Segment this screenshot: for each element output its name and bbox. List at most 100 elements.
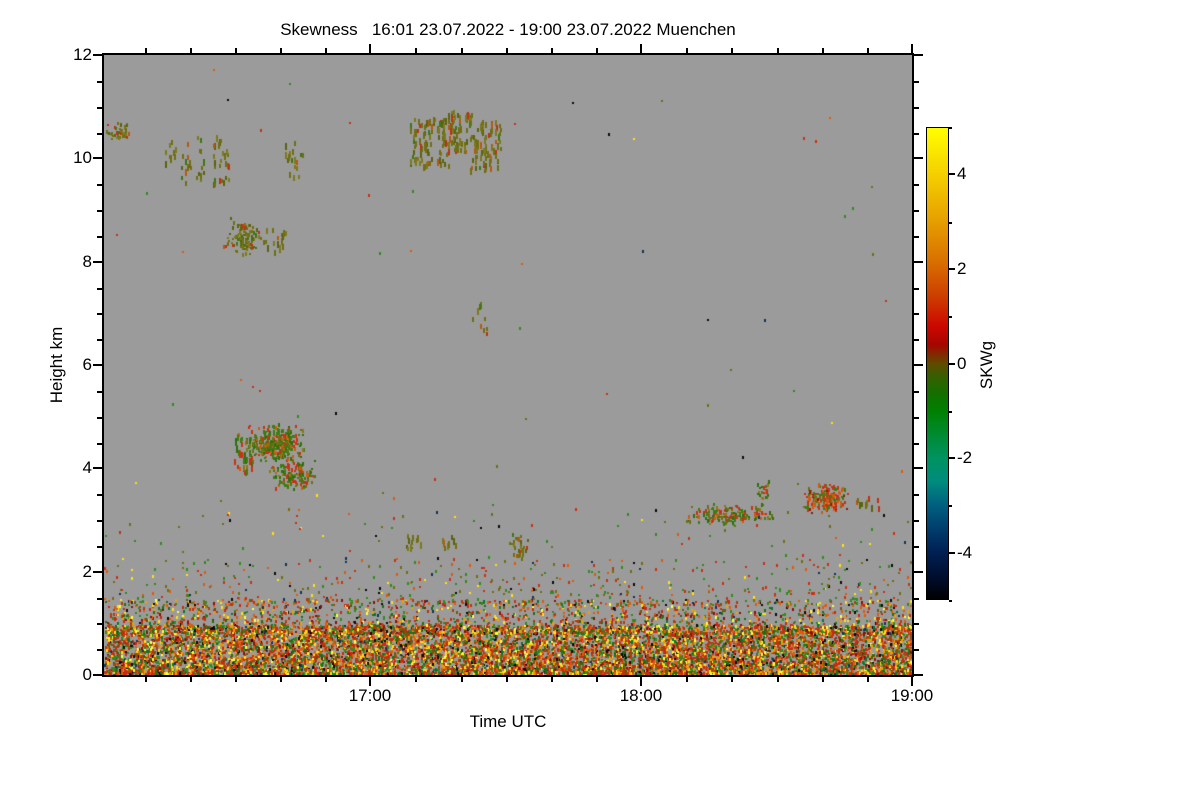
tick-mark [914, 520, 919, 522]
tick-mark [822, 48, 824, 53]
colorbar-title: SKWg [977, 340, 996, 390]
tick-mark [551, 677, 553, 682]
tick-mark [235, 677, 237, 682]
tick-mark [914, 184, 919, 186]
y-tick-label: 6 [82, 355, 92, 374]
colorbar-tick-label: -2 [957, 448, 973, 467]
tick-mark [914, 157, 923, 159]
tick-mark [97, 649, 102, 651]
colorbar [926, 127, 949, 600]
tick-mark [914, 649, 919, 651]
tick-mark [190, 677, 192, 682]
tick-mark [93, 467, 102, 469]
tick-mark [97, 417, 102, 419]
y-tick-label: 4 [82, 458, 92, 477]
tick-mark [914, 623, 919, 625]
tick-mark [551, 48, 553, 53]
tick-mark [461, 677, 463, 682]
tick-mark [97, 210, 102, 212]
tick-mark [949, 363, 955, 365]
heatmap-canvas [104, 55, 912, 675]
tick-mark [914, 364, 923, 366]
tick-mark [949, 457, 955, 459]
tick-mark [914, 133, 919, 135]
tick-mark [914, 467, 923, 469]
tick-mark [949, 173, 955, 175]
tick-mark [415, 677, 417, 682]
x-tick-label: 18:00 [619, 686, 663, 705]
tick-mark [506, 48, 508, 53]
x-tick-label: 17:00 [348, 686, 392, 705]
tick-mark [97, 236, 102, 238]
tick-mark [911, 677, 913, 686]
tick-mark [914, 391, 919, 393]
tick-mark [93, 261, 102, 263]
tick-mark [93, 54, 102, 56]
tick-mark [949, 316, 952, 318]
tick-mark [914, 571, 923, 573]
tick-mark [911, 44, 913, 53]
tick-mark [949, 600, 952, 602]
colorbar-tick-label: 2 [957, 259, 967, 278]
tick-mark [97, 443, 102, 445]
colorbar-tick-label: 4 [957, 164, 967, 183]
tick-mark [949, 268, 955, 270]
tick-mark [190, 48, 192, 53]
tick-mark [867, 48, 869, 53]
tick-mark [369, 44, 371, 53]
tick-mark [777, 677, 779, 682]
y-tick-label: 12 [73, 45, 92, 64]
tick-mark [640, 44, 642, 53]
tick-mark [731, 48, 733, 53]
tick-mark [914, 417, 919, 419]
plot-title: Skewness 16:01 23.07.2022 - 19:00 23.07.… [280, 20, 736, 39]
tick-mark [97, 339, 102, 341]
tick-mark [914, 54, 923, 56]
tick-mark [914, 313, 919, 315]
tick-mark [97, 288, 102, 290]
tick-mark [914, 443, 919, 445]
tick-mark [415, 48, 417, 53]
tick-mark [93, 364, 102, 366]
tick-mark [686, 677, 688, 682]
y-tick-label: 2 [82, 562, 92, 581]
tick-mark [93, 571, 102, 573]
tick-mark [914, 210, 919, 212]
tick-mark [325, 677, 327, 682]
tick-mark [506, 677, 508, 682]
tick-mark [325, 48, 327, 53]
tick-mark [97, 133, 102, 135]
tick-mark [914, 546, 919, 548]
y-axis-title: Height km [47, 326, 66, 404]
tick-mark [97, 546, 102, 548]
tick-mark [235, 48, 237, 53]
tick-mark [914, 339, 919, 341]
tick-mark [596, 677, 598, 682]
plot-area [102, 53, 914, 677]
tick-mark [949, 127, 952, 129]
colorbar-tick-label: 0 [957, 354, 967, 373]
tick-mark [145, 48, 147, 53]
tick-mark [596, 48, 598, 53]
tick-mark [949, 222, 952, 224]
tick-mark [280, 48, 282, 53]
tick-mark [914, 261, 923, 263]
y-tick-label: 8 [82, 252, 92, 271]
tick-mark [731, 677, 733, 682]
tick-mark [97, 81, 102, 83]
tick-mark [97, 520, 102, 522]
tick-mark [914, 288, 919, 290]
tick-mark [914, 494, 919, 496]
tick-mark [867, 677, 869, 682]
tick-mark [97, 623, 102, 625]
x-axis-title: Time UTC [469, 712, 547, 731]
colorbar-tick-label: -4 [957, 543, 973, 562]
tick-mark [280, 677, 282, 682]
tick-mark [949, 505, 952, 507]
tick-mark [97, 184, 102, 186]
tick-mark [822, 677, 824, 682]
tick-mark [93, 674, 102, 676]
tick-mark [640, 677, 642, 686]
tick-mark [949, 411, 952, 413]
